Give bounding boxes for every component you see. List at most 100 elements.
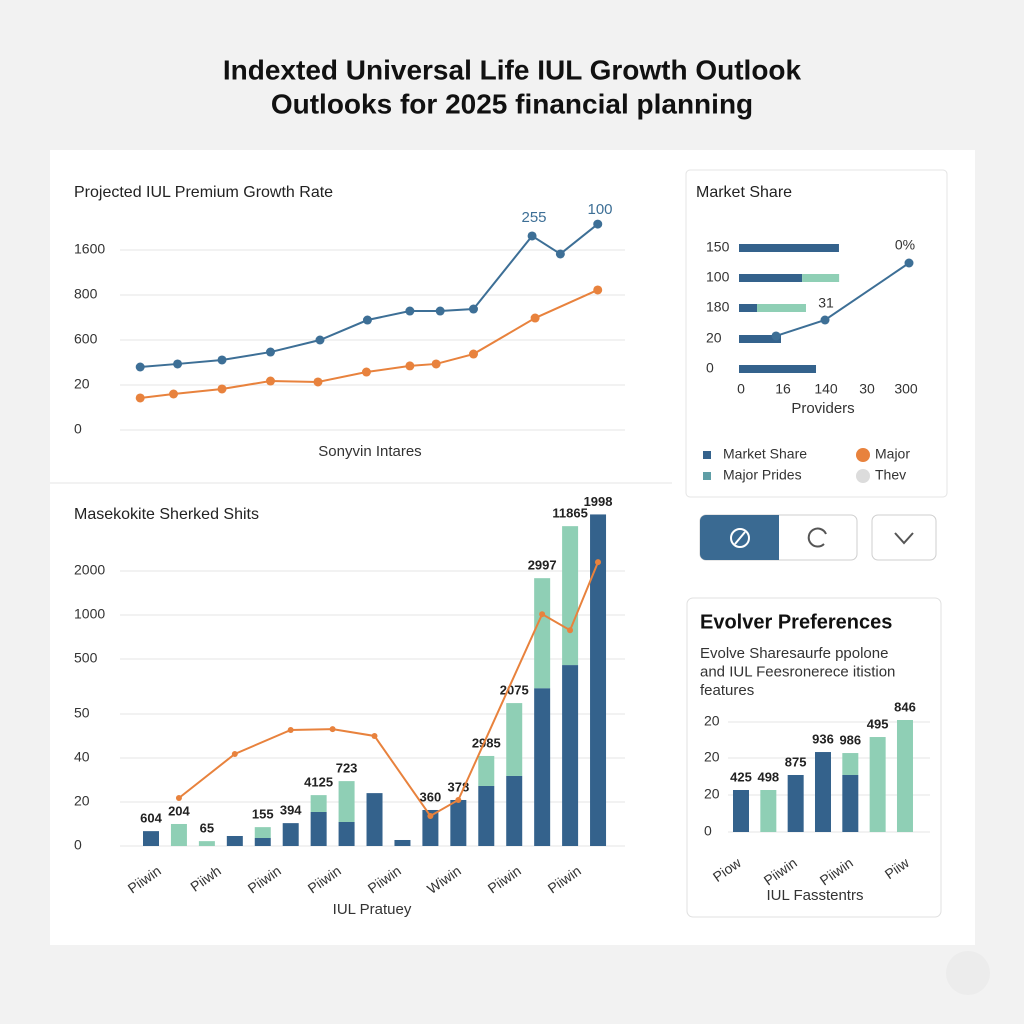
bar-label: 11865	[552, 506, 587, 521]
bar	[760, 790, 777, 832]
y-label: 0	[704, 823, 712, 839]
bar	[310, 795, 327, 812]
y-label: 800	[74, 286, 98, 302]
point	[567, 627, 574, 634]
y-label: 600	[74, 331, 98, 347]
bar	[506, 775, 523, 846]
y-label: 20	[706, 330, 722, 346]
point	[593, 285, 603, 295]
legend-swatch	[856, 448, 870, 462]
x-axis-title: IUL Pratuey	[333, 901, 412, 918]
chart-subtitle: Evolve Sharesaurfe ppolone	[700, 645, 888, 662]
chart-subtitle: features	[700, 682, 754, 699]
bar	[739, 365, 817, 373]
point	[469, 349, 478, 359]
bar	[562, 665, 579, 846]
bar	[562, 526, 579, 666]
x-tick-label: 300	[894, 381, 918, 397]
y-label: 0	[706, 360, 714, 376]
y-label: 20	[704, 749, 720, 765]
point	[371, 732, 378, 739]
icon-disabled-slash	[734, 531, 746, 545]
bar-label: 2075	[500, 683, 529, 698]
watermark	[946, 951, 990, 995]
bar	[366, 793, 383, 846]
bar-label: 4125	[304, 775, 333, 790]
bar-label: 378	[447, 779, 469, 794]
dropdown-button[interactable]	[871, 514, 937, 561]
icon-refresh	[807, 527, 827, 548]
annotation: 31	[818, 295, 834, 311]
legend-label: Thev	[875, 467, 906, 483]
legend-swatch	[703, 472, 711, 480]
bar	[869, 737, 886, 832]
bar	[739, 304, 758, 312]
toggle-refresh[interactable]	[779, 515, 857, 560]
legend-swatch	[856, 469, 870, 483]
page-subtitle: Outlooks for 2025 financial planning	[271, 88, 753, 119]
point	[405, 306, 415, 316]
point	[427, 812, 434, 819]
point	[820, 315, 830, 325]
point	[455, 796, 462, 803]
y-label: 100	[706, 269, 730, 285]
bar-label: 846	[894, 699, 916, 714]
bar	[814, 752, 831, 832]
y-label: 0	[74, 421, 82, 437]
bar-label: 986	[839, 732, 861, 747]
legend-label: Market Share	[723, 446, 807, 462]
bar	[478, 755, 495, 786]
point	[313, 377, 323, 387]
bar	[254, 827, 271, 838]
bar-label: 1998	[584, 494, 613, 509]
bar	[170, 823, 187, 846]
point	[265, 376, 275, 386]
y-label: 2000	[74, 562, 105, 578]
point	[173, 359, 183, 369]
point	[287, 726, 294, 733]
annotation: 0%	[895, 237, 915, 253]
x-tick-label: 16	[775, 381, 791, 397]
x-axis-title: Sonyvin Intares	[318, 443, 421, 460]
legend-swatch	[703, 451, 711, 459]
y-label: 20	[74, 376, 90, 392]
chart-title: Projected IUL Premium Growth Rate	[74, 184, 333, 201]
bar	[450, 799, 467, 846]
bar	[143, 831, 159, 846]
bar-label: 495	[867, 716, 889, 731]
y-label: 40	[74, 749, 90, 765]
bar	[478, 785, 495, 846]
point	[135, 393, 145, 403]
bar-label: 2985	[472, 735, 501, 750]
point	[771, 331, 781, 341]
point	[435, 306, 445, 316]
bar	[534, 578, 551, 689]
icon-chevron	[894, 532, 914, 545]
bar	[254, 837, 271, 846]
point	[405, 361, 415, 371]
y-label: 20	[704, 786, 720, 802]
point	[362, 315, 372, 325]
point	[530, 313, 540, 323]
x-axis-title: Providers	[791, 400, 854, 417]
y-label: 1600	[74, 241, 105, 257]
point	[265, 347, 275, 357]
annotation: 100	[587, 201, 612, 218]
bar	[896, 720, 913, 832]
bar	[198, 841, 215, 846]
x-tick-label: 30	[859, 381, 875, 397]
bar-label: 723	[336, 761, 358, 776]
bar	[338, 821, 355, 846]
bar	[757, 304, 806, 312]
bar	[739, 274, 803, 282]
point	[527, 231, 537, 241]
bar	[842, 774, 859, 832]
line	[140, 223, 599, 368]
y-label: 50	[74, 705, 90, 721]
point	[315, 335, 325, 345]
point	[217, 384, 227, 394]
bar-label: 360	[420, 789, 442, 804]
bar-label: 2997	[528, 558, 557, 573]
bar-label: 394	[280, 803, 302, 818]
bar	[282, 823, 299, 846]
